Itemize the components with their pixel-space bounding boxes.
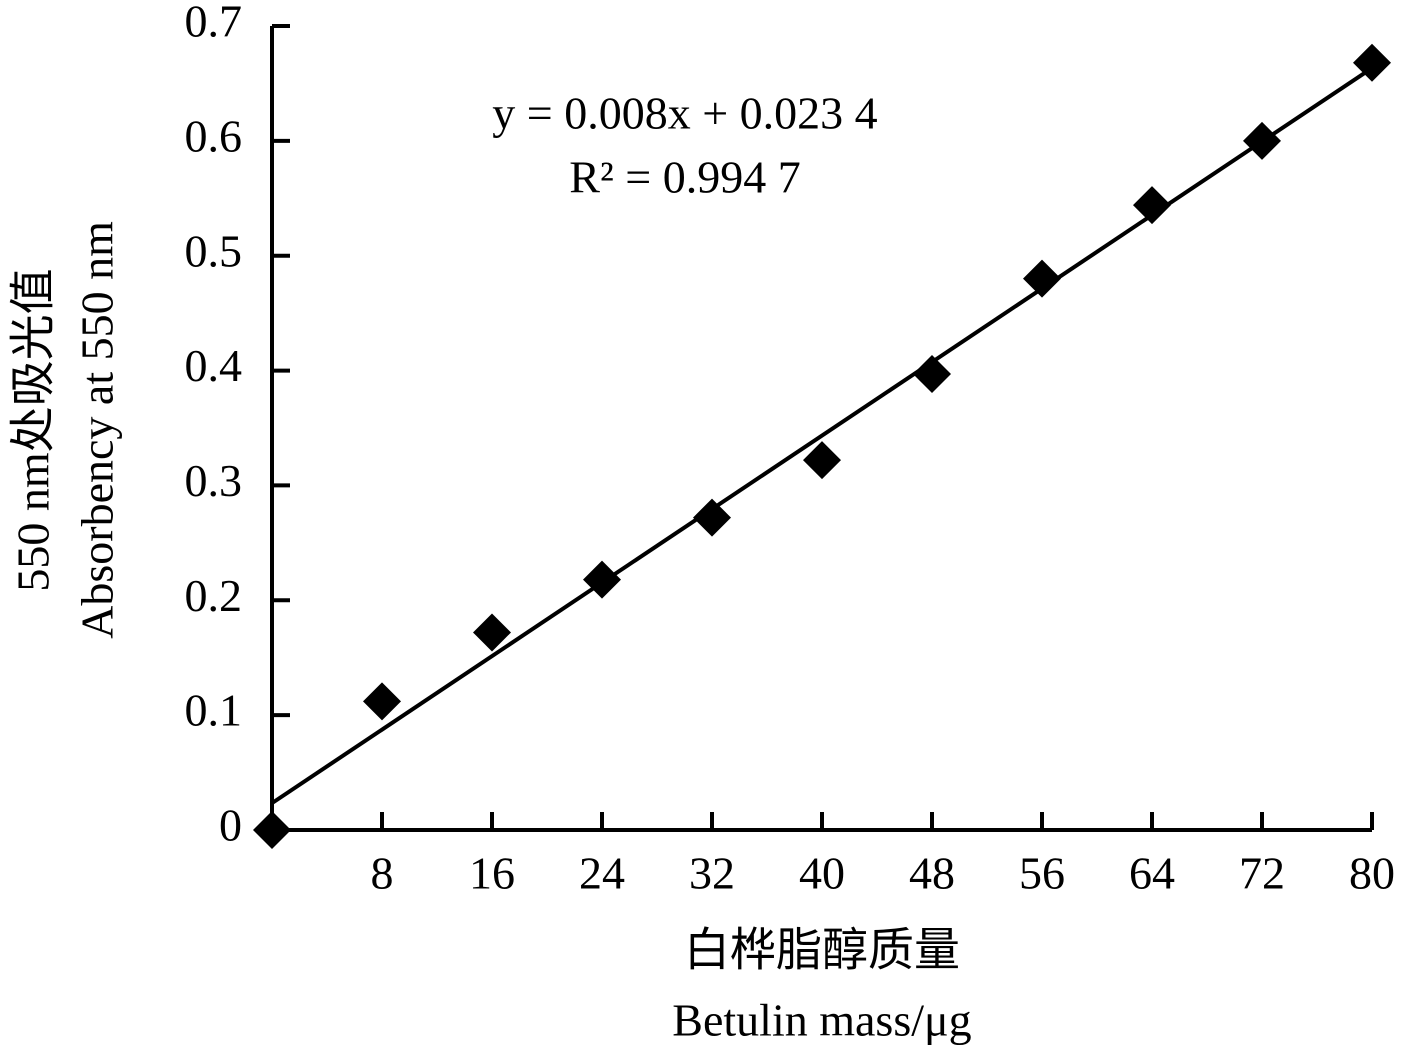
x-tick-label: 32 — [689, 848, 735, 899]
data-point — [803, 441, 841, 480]
data-point — [693, 498, 731, 537]
x-tick-label: 40 — [799, 848, 845, 899]
x-tick-label: 80 — [1349, 848, 1395, 899]
data-point — [253, 811, 291, 849]
x-tick-label: 16 — [469, 848, 515, 899]
y-tick-label: 0.4 — [185, 340, 243, 391]
data-point — [473, 613, 511, 652]
x-axis-title: 白桦脂醇质量 — [684, 925, 960, 976]
y-tick-label: 0 — [219, 800, 242, 851]
x-tick-label: 24 — [579, 848, 625, 899]
y-tick-label: 0.1 — [185, 685, 243, 736]
data-point — [1353, 43, 1391, 82]
r-squared: R² = 0.994 7 — [569, 152, 800, 203]
x-tick-label: 48 — [909, 848, 955, 899]
data-point — [1133, 186, 1171, 225]
x-axis-title: Betulin mass/μg — [672, 995, 971, 1046]
data-point — [1023, 259, 1061, 298]
x-tick-label: 8 — [371, 848, 394, 899]
y-tick-label: 0.6 — [185, 110, 243, 161]
x-tick-label: 72 — [1239, 848, 1285, 899]
y-tick-label: 0.2 — [185, 570, 243, 621]
y-tick-label: 0.7 — [185, 0, 243, 47]
data-point — [1243, 121, 1281, 160]
x-tick-label: 64 — [1129, 848, 1175, 899]
y-tick-label: 0.5 — [185, 225, 243, 276]
equation: y = 0.008x + 0.023 4 — [492, 88, 877, 139]
data-point — [583, 560, 621, 599]
x-tick-label: 56 — [1019, 848, 1065, 899]
trendline — [270, 66, 1374, 805]
y-axis-title: 550 nm处吸光值 — [8, 268, 59, 591]
data-point — [913, 355, 951, 394]
data-point — [363, 682, 401, 721]
y-tick-label: 0.3 — [185, 455, 243, 506]
y-axis-title: Absorbency at 550 nm — [72, 221, 123, 639]
